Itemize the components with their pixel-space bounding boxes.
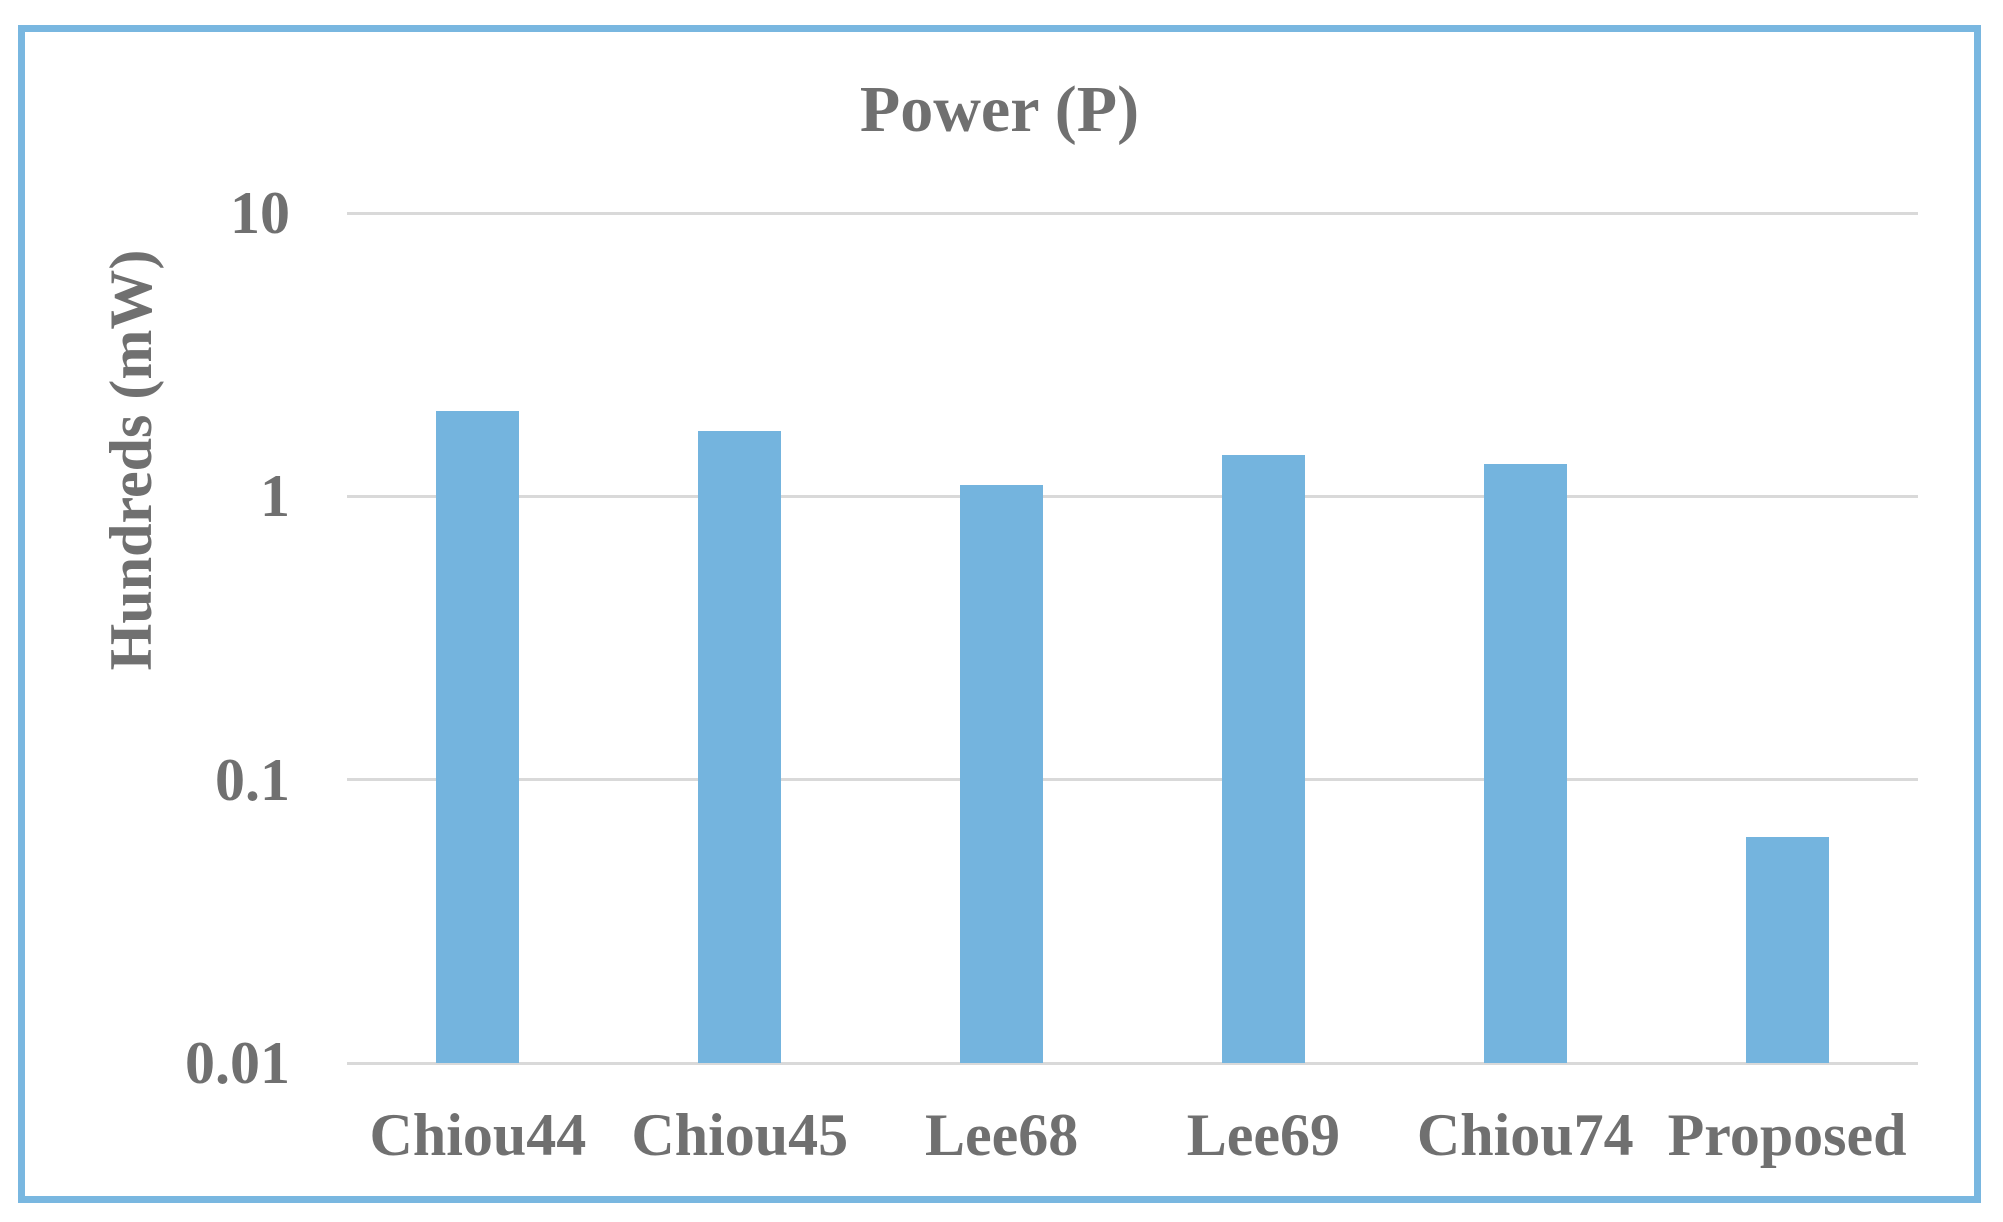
bar-chiou44 (436, 411, 520, 1063)
gridline (347, 778, 1918, 782)
x-category-label: Lee69 (1186, 1102, 1341, 1168)
x-category-label: Chiou74 (1416, 1102, 1634, 1168)
y-tick-label: 0.1 (215, 746, 290, 813)
x-category-label: Lee68 (924, 1102, 1079, 1168)
gridline (347, 494, 1918, 498)
x-category-label: Proposed (1667, 1102, 1907, 1168)
bar-lee69 (1221, 454, 1305, 1063)
bar-lee68 (960, 484, 1044, 1063)
bar-proposed (1745, 836, 1829, 1063)
gridline (347, 1061, 1918, 1065)
y-tick-label: 10 (230, 180, 290, 246)
y-tick-label: 0.01 (185, 1030, 290, 1096)
y-tick-label: 1 (260, 463, 290, 530)
bar-chiou74 (1483, 464, 1567, 1063)
chart-title: Power (P) (859, 73, 1140, 146)
x-category-label: Chiou44 (369, 1102, 587, 1168)
y-axis-title: Hundreds (mW) (98, 249, 164, 671)
x-category-label: Chiou45 (631, 1102, 849, 1168)
bar-chiou45 (698, 431, 782, 1063)
gridline (347, 211, 1918, 215)
